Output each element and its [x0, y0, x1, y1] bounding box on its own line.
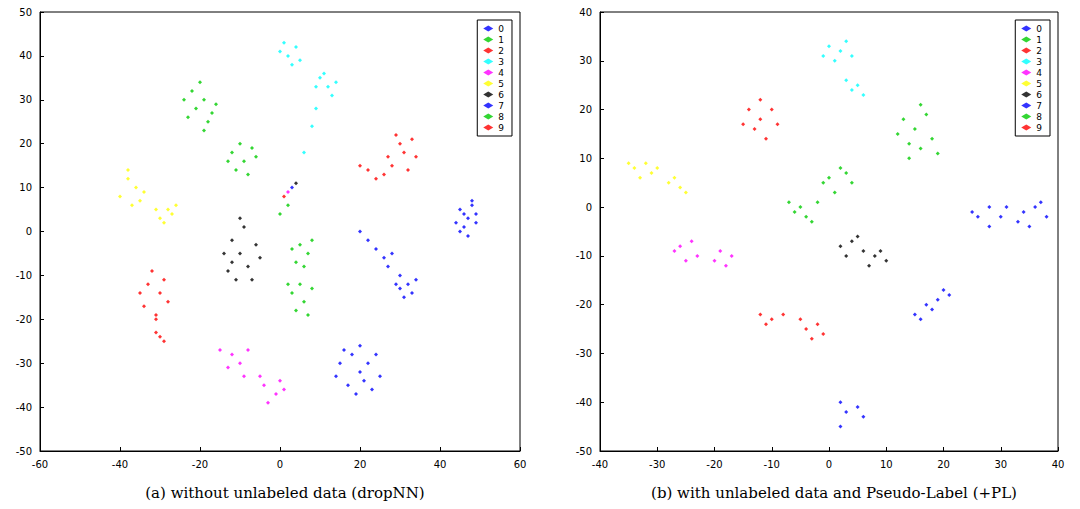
- svg-text:2: 2: [498, 46, 504, 56]
- svg-text:-30: -30: [649, 459, 665, 470]
- svg-text:-20: -20: [192, 459, 208, 470]
- svg-text:9: 9: [498, 123, 504, 133]
- svg-text:-20: -20: [16, 314, 32, 325]
- svg-text:-30: -30: [16, 358, 32, 369]
- svg-text:20: 20: [354, 459, 367, 470]
- svg-text:-20: -20: [706, 459, 722, 470]
- svg-text:30: 30: [19, 94, 32, 105]
- svg-text:6: 6: [498, 90, 504, 100]
- svg-text:40: 40: [19, 50, 32, 61]
- svg-text:20: 20: [579, 104, 592, 115]
- svg-text:10: 10: [19, 182, 32, 193]
- svg-text:0: 0: [586, 202, 592, 213]
- svg-text:-40: -40: [592, 459, 608, 470]
- svg-text:2: 2: [1036, 46, 1042, 56]
- svg-text:3: 3: [1036, 57, 1042, 67]
- svg-text:-20: -20: [576, 299, 592, 310]
- svg-text:30: 30: [994, 459, 1007, 470]
- svg-text:40: 40: [579, 7, 592, 18]
- svg-text:0: 0: [498, 24, 504, 34]
- svg-text:50: 50: [19, 7, 32, 18]
- svg-text:10: 10: [579, 153, 592, 164]
- svg-text:20: 20: [19, 138, 32, 149]
- svg-text:8: 8: [1036, 112, 1042, 122]
- svg-text:4: 4: [1036, 68, 1042, 78]
- svg-text:(b) with unlabeled data and Ps: (b) with unlabeled data and Pseudo-Label…: [651, 484, 1017, 502]
- svg-text:7: 7: [1036, 101, 1042, 111]
- svg-text:-50: -50: [576, 446, 592, 457]
- svg-text:10: 10: [880, 459, 893, 470]
- svg-text:0: 0: [26, 226, 32, 237]
- svg-text:5: 5: [498, 79, 504, 89]
- svg-text:40: 40: [434, 459, 447, 470]
- svg-text:20: 20: [937, 459, 950, 470]
- svg-text:60: 60: [514, 459, 527, 470]
- svg-text:6: 6: [1036, 90, 1042, 100]
- svg-text:-50: -50: [16, 446, 32, 457]
- svg-text:-40: -40: [576, 397, 592, 408]
- svg-text:4: 4: [498, 68, 504, 78]
- svg-text:5: 5: [1036, 79, 1042, 89]
- svg-text:40: 40: [1052, 459, 1065, 470]
- svg-text:0: 0: [826, 459, 832, 470]
- svg-text:-10: -10: [16, 270, 32, 281]
- svg-text:0: 0: [1036, 24, 1042, 34]
- svg-text:(a) without unlabeled data (dr: (a) without unlabeled data (dropNN): [145, 484, 424, 502]
- svg-text:-60: -60: [32, 459, 48, 470]
- svg-text:-40: -40: [16, 402, 32, 413]
- svg-text:-40: -40: [112, 459, 128, 470]
- svg-text:-10: -10: [576, 250, 592, 261]
- svg-text:-30: -30: [576, 348, 592, 359]
- svg-text:-10: -10: [764, 459, 780, 470]
- svg-text:1: 1: [498, 35, 504, 45]
- svg-text:9: 9: [1036, 123, 1042, 133]
- svg-text:1: 1: [1036, 35, 1042, 45]
- svg-text:30: 30: [579, 55, 592, 66]
- svg-text:7: 7: [498, 101, 504, 111]
- svg-text:0: 0: [277, 459, 283, 470]
- svg-text:8: 8: [498, 112, 504, 122]
- svg-text:3: 3: [498, 57, 504, 67]
